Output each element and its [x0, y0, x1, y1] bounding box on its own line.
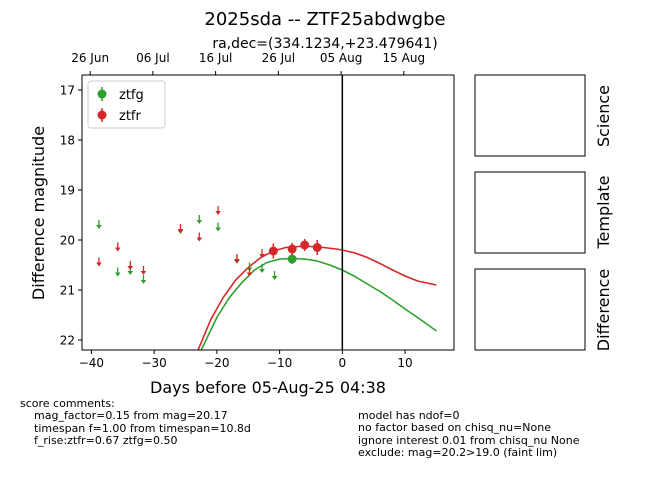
upper-limit-ztfr	[140, 266, 147, 275]
upper-limit-arrowhead	[140, 271, 147, 275]
legend-entry-ztfg: ztfg	[97, 87, 144, 103]
upper-limit-arrowhead	[246, 272, 253, 277]
template-panel-label: Template	[594, 175, 613, 249]
y-tick-label: 21	[60, 284, 75, 298]
detection-ztfr	[287, 243, 297, 255]
science-panel-label: Science	[594, 85, 613, 147]
score-comment-line: f_rise:ztfr=0.67 ztfg=0.50	[34, 433, 178, 447]
upper-limit-ztfr	[196, 232, 203, 242]
y-tick-label: 20	[60, 234, 75, 248]
template-panel	[474, 171, 586, 254]
top-tick-label: 16 Jul	[199, 51, 233, 65]
upper-limit-arrowhead	[127, 271, 134, 275]
legend-label-ztfg: ztfg	[119, 88, 144, 103]
detection-ztfr	[268, 243, 278, 259]
upper-limit-arrowhead	[234, 259, 240, 263]
model-comment-line: no factor based on chisq_nu=None	[358, 421, 551, 435]
detection-marker	[268, 246, 278, 256]
detection-marker	[287, 254, 297, 264]
score-comment-line: mag_factor=0.15 from mag=20.17	[34, 409, 228, 423]
legend: ztfg ztfr	[87, 80, 166, 129]
detection-marker	[312, 243, 322, 252]
upper-limit-ztfr	[246, 267, 253, 277]
upper-limit-ztfr	[96, 257, 102, 267]
difference-panel-label: Difference	[594, 269, 613, 351]
upper-limit-ztfr	[114, 242, 121, 252]
upper-limit-ztfr	[215, 206, 221, 215]
upper-limit-ztfr	[127, 261, 134, 270]
detection-marker	[287, 244, 297, 254]
x-tick-label: −40	[79, 356, 104, 370]
upper-limit-ztfg	[259, 264, 265, 273]
score-comments: score comments: mag_factor=0.15 from mag=…	[20, 397, 251, 447]
upper-limit-arrowhead	[114, 272, 121, 277]
x-tick-label: −30	[141, 356, 166, 370]
upper-limit-arrowhead	[196, 237, 203, 242]
upper-limit-ztfg	[271, 271, 278, 280]
legend-label-ztfr: ztfr	[119, 109, 141, 124]
difference-panel	[474, 268, 586, 351]
model-curve-ztfg	[200, 257, 437, 350]
model-comment-line: model has ndof=0	[358, 409, 460, 422]
upper-limit-arrowhead	[196, 220, 203, 224]
top-tick-label: 26 Jun	[71, 51, 109, 65]
upper-limit-ztfr	[177, 224, 184, 233]
figure-title: 2025sda -- ZTF25abdwgbe	[204, 9, 445, 30]
upper-limit-arrowhead	[271, 276, 278, 280]
top-tick-label: 26 Jul	[262, 51, 296, 65]
upper-limit-arrowhead	[215, 211, 221, 215]
y-tick-label: 22	[60, 334, 75, 348]
x-tick-label: −20	[204, 356, 229, 370]
score-comments-heading: score comments:	[20, 397, 115, 410]
detection-ztfr	[312, 240, 322, 255]
cutout-panels: Science Template Difference	[474, 74, 613, 351]
upper-limit-ztfr	[259, 249, 265, 258]
upper-limit-ztfg	[114, 267, 121, 277]
plot-frame	[81, 74, 455, 351]
top-tick-label: 06 Jul	[136, 51, 170, 65]
upper-limit-arrowhead	[96, 262, 102, 267]
upper-limit-arrowhead	[259, 269, 265, 273]
upper-limit-ztfg	[140, 275, 147, 284]
top-tick-label: 15 Aug	[383, 51, 426, 65]
top-tick-label: 05 Aug	[320, 51, 363, 65]
x-tick-label: 0	[339, 356, 347, 370]
science-panel	[474, 74, 586, 157]
upper-limit-ztfg	[196, 215, 203, 224]
x-tick-label: −10	[267, 356, 292, 370]
x-tick-label: 10	[397, 356, 412, 370]
y-tick-label: 17	[60, 84, 75, 98]
y-axis-label: Difference magnitude	[29, 126, 48, 300]
figure-subtitle: ra,dec=(334.1234,+23.479641)	[212, 36, 437, 52]
upper-limit-arrowhead	[127, 266, 134, 270]
upper-limit-arrowhead	[96, 225, 102, 229]
upper-limit-ztfg	[215, 222, 221, 232]
x-axis-label: Days before 05-Aug-25 04:38	[150, 378, 386, 397]
y-tick-label: 18	[60, 134, 75, 148]
detection-ztfr	[300, 239, 310, 251]
y-tick-label: 19	[60, 184, 75, 198]
model-comment-line: exclude: mag=20.2>19.0 (faint lim)	[358, 445, 558, 459]
score-comment-line: timespan f=1.00 from timespan=10.8d	[34, 421, 251, 435]
legend-entry-ztfr: ztfr	[97, 108, 141, 124]
detection-ztfg	[287, 254, 297, 264]
model-comments: model has ndof=0 no factor based on chisq…	[358, 409, 580, 459]
detection-marker	[300, 240, 310, 250]
upper-limit-arrowhead	[177, 229, 184, 233]
upper-limit-arrowhead	[215, 227, 221, 232]
model-curve-ztfr	[197, 245, 437, 350]
upper-limit-arrowhead	[140, 280, 147, 284]
upper-limit-arrowhead	[114, 247, 121, 252]
upper-limit-ztfg	[96, 220, 102, 229]
plot-area: −40 −30 −20 −10 0 10 17 18 19 20 21 22 26 Jun 06 Ju…	[29, 51, 455, 397]
upper-limit-ztfr	[234, 254, 240, 263]
model-comment-line: ignore interest 0.01 from chisq_nu None	[358, 433, 580, 447]
upper-limit-arrowhead	[259, 254, 265, 258]
